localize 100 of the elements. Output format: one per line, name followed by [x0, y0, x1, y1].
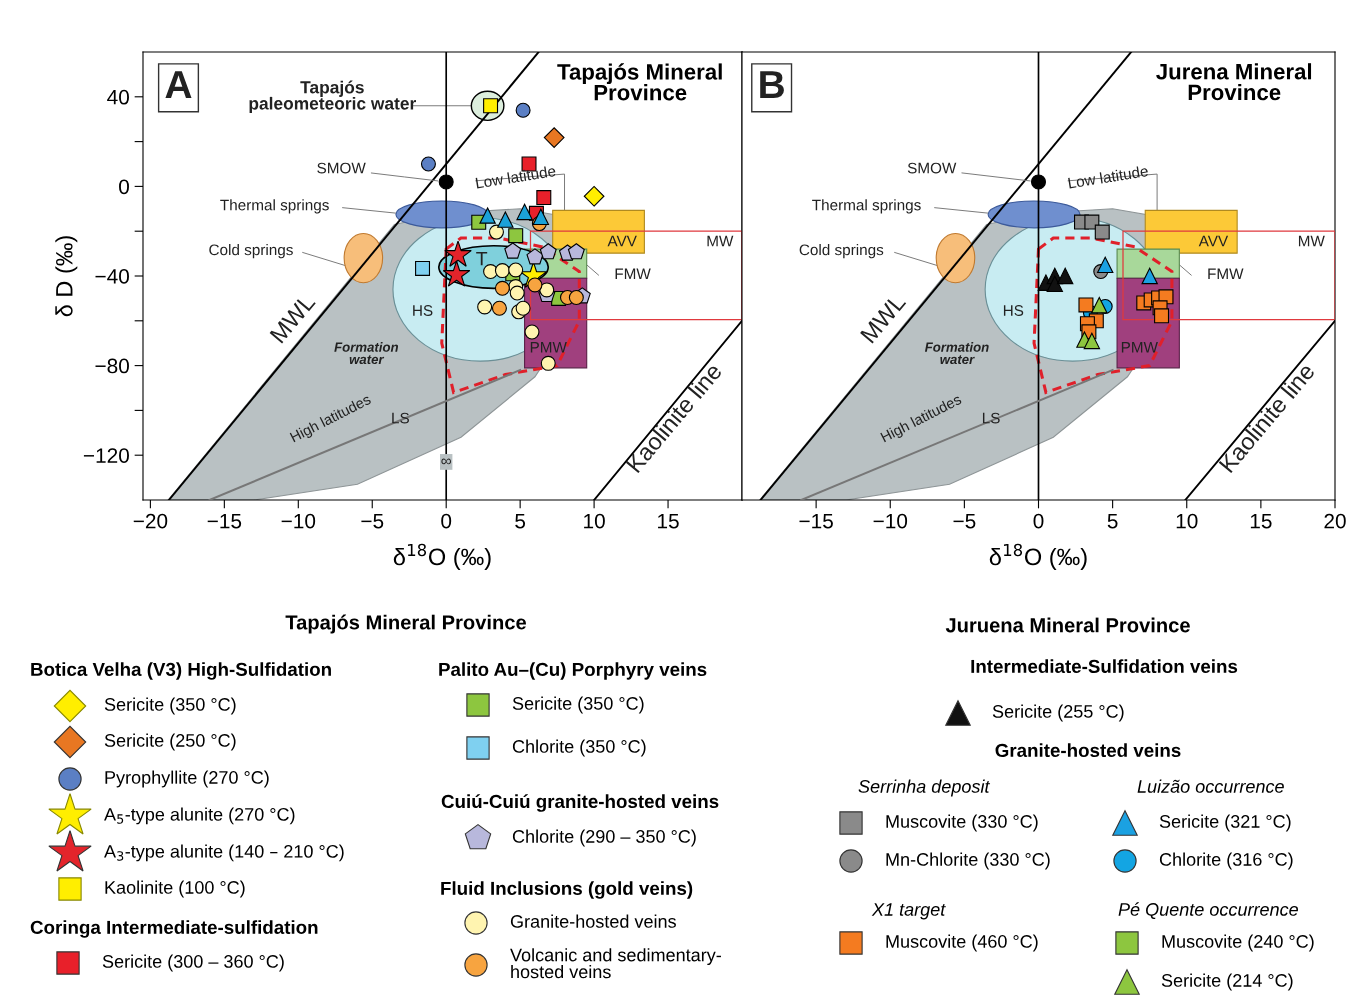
- point: [508, 262, 524, 278]
- x-tick-label: 10: [1176, 513, 1198, 529]
- point: [1141, 267, 1158, 285]
- text: X1 target: [871, 903, 946, 920]
- x-tick-label: −15: [207, 513, 242, 529]
- annotation: HS: [1003, 305, 1024, 316]
- point: [524, 324, 540, 340]
- text: Granite-hosted veins: [995, 743, 1181, 758]
- legend-label: Granite-hosted veins: [510, 914, 676, 928]
- point: [1056, 267, 1074, 285]
- annotation: SMOW: [907, 162, 957, 174]
- annotation: Thermal springs: [812, 199, 921, 214]
- point: [539, 243, 557, 260]
- legend-label: Chlorite (350 °C): [512, 739, 646, 757]
- y-tick-label: −40: [95, 269, 129, 284]
- annotation: Formation water: [334, 342, 399, 365]
- text: Jurena Mineral Province: [1156, 63, 1312, 101]
- x-tick-label: −10: [873, 513, 908, 529]
- legend-label: Muscovite (240 °C): [1162, 934, 1314, 952]
- point: [442, 260, 471, 287]
- text: Tapajós Mineral Province: [557, 63, 722, 101]
- legend-label: Pyrophyllite (270 °C): [105, 770, 269, 788]
- x-tick-label: 15: [1250, 513, 1272, 529]
- annotation: T: [476, 251, 488, 266]
- point: [420, 156, 436, 172]
- annotation: Low latitude: [475, 165, 556, 189]
- x-tick-label: 15: [658, 513, 679, 529]
- point: [527, 277, 543, 293]
- annotation: MW: [707, 235, 734, 247]
- text: Coringa Intermediate-sulfidation: [30, 920, 318, 938]
- point: [479, 207, 496, 224]
- x-tick-label: −20: [133, 513, 168, 529]
- y-tick-label: 40: [107, 89, 129, 105]
- annotation: SMOW: [317, 162, 366, 174]
- point: [540, 355, 556, 371]
- annotation: LS: [392, 412, 409, 424]
- annotation: Tapajós paleometeoric water: [249, 80, 416, 114]
- x-tick-label: 0: [441, 513, 452, 529]
- point: [583, 185, 605, 207]
- annotation: PMW: [1121, 342, 1158, 353]
- x-axis-title: δ$^{18}$O (‰): [393, 543, 491, 570]
- x-tick-label: 5: [515, 513, 526, 529]
- point: [1097, 256, 1114, 273]
- y-tick-label: −80: [95, 358, 129, 374]
- annotation: ∞: [441, 458, 451, 465]
- annotation: Low latitude: [1068, 165, 1149, 189]
- point: [497, 211, 514, 228]
- y-axis-title: δ D (‰): [55, 236, 78, 317]
- point: [515, 300, 531, 316]
- annotation: Cold springs: [209, 244, 293, 259]
- point: [415, 260, 431, 276]
- text: Palito Au–(Cu) Porphyry veins: [439, 662, 707, 680]
- point: [532, 208, 550, 226]
- point: [488, 224, 504, 240]
- y-tick-label: 0: [119, 179, 129, 195]
- legend-label: Mn-Chlorite (330 °C): [886, 852, 1050, 870]
- annotation: FMW: [615, 268, 651, 280]
- annotation: AVV: [1198, 235, 1229, 247]
- annotation: FMW: [1208, 268, 1244, 280]
- point: [444, 240, 472, 267]
- point: [1094, 224, 1110, 240]
- y-tick-label: −120: [83, 448, 129, 463]
- point: [1154, 308, 1170, 324]
- legend-title: Juruena Mineral Province: [945, 617, 1190, 633]
- x-tick-label: 5: [1107, 513, 1118, 529]
- x-tick-label: −15: [799, 513, 833, 529]
- legend-label: Sericite (321 °C): [1159, 814, 1291, 832]
- text: Pé Quente occurrence: [1118, 902, 1298, 920]
- text: Fluid Inclusions (gold veins): [441, 881, 693, 899]
- text: Botica Velha (V3) High-Sulfidation: [31, 662, 331, 680]
- legend-label: Muscovite (330 °C): [886, 814, 1038, 832]
- legend-label: Sericite (350 °C): [512, 696, 644, 714]
- x-tick-label: 0: [1033, 513, 1044, 529]
- legend-title: Tapajós Mineral Province: [285, 614, 527, 634]
- annotation: LS: [982, 412, 1000, 424]
- x-tick-label: −10: [281, 513, 316, 529]
- point: [1091, 296, 1108, 314]
- point: [509, 285, 525, 301]
- point: [536, 190, 552, 206]
- annotation: Thermal springs: [220, 199, 329, 214]
- point: [1046, 275, 1064, 293]
- point: [543, 127, 565, 148]
- point: [494, 280, 510, 296]
- legend-label: Sericite (350 °C): [104, 697, 236, 715]
- legend-label: Chlorite (290 – 350 °C): [512, 829, 696, 847]
- text: Serrinha deposit: [858, 779, 991, 797]
- point: [516, 203, 533, 221]
- point: [567, 243, 585, 260]
- legend-label: A$_{5}$-type alunite (270 °C): [104, 807, 295, 825]
- legend-label: Sericite (214 °C): [1161, 973, 1293, 991]
- legend-label: Sericite (300 – 360 °C): [102, 954, 284, 972]
- legend-label: Volcanic and sedimentary- hosted veins: [510, 948, 721, 979]
- point: [1031, 174, 1046, 190]
- point: [494, 263, 510, 279]
- point: [1084, 214, 1100, 230]
- point: [526, 248, 544, 265]
- point: [504, 242, 522, 259]
- point: [477, 299, 493, 315]
- x-tick-label: −5: [953, 513, 976, 529]
- point: [515, 102, 531, 118]
